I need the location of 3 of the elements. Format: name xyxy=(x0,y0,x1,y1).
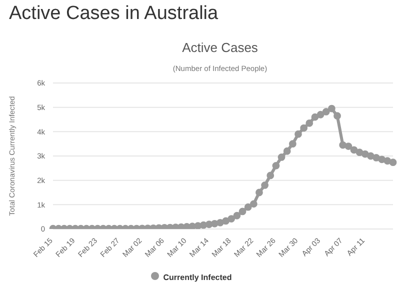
legend-label: Currently Infected xyxy=(163,273,232,282)
chart-title: Active Cases xyxy=(181,40,259,55)
text: Active Cases in Australia xyxy=(9,3,218,25)
